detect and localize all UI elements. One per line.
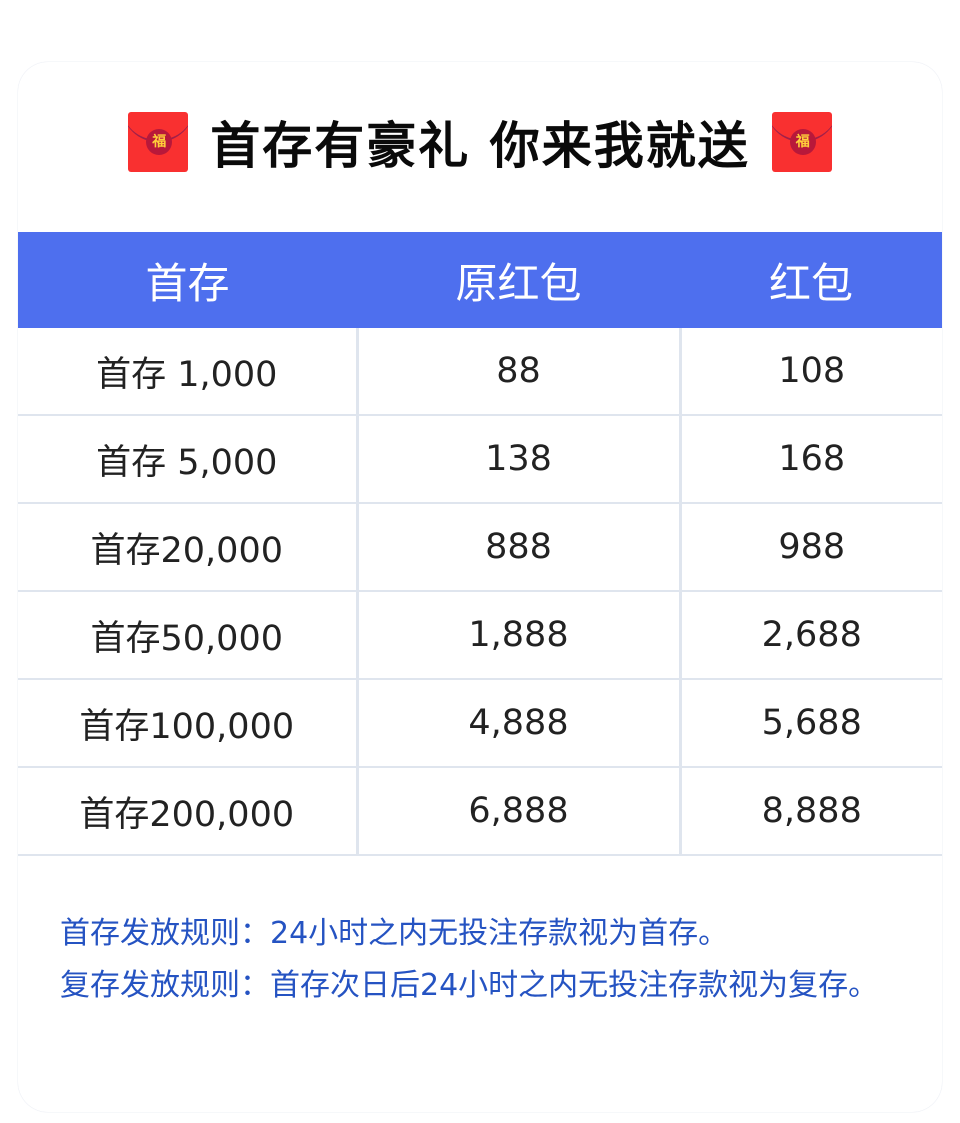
- bonus-cell: 168: [678, 415, 942, 504]
- deposit-cell: 首存 5,000: [18, 415, 357, 504]
- bonus-cell: 5,688: [678, 679, 942, 768]
- table-row: 首存50,000 1,888 2,688: [18, 591, 942, 680]
- bonus-cell: 108: [678, 328, 942, 416]
- bonus-cell: 988: [678, 503, 942, 592]
- table-row: 首存200,000 6,888 8,888: [18, 767, 942, 856]
- header-original-bonus: 原红包: [357, 232, 680, 328]
- table-row: 首存 1,000 88 108: [18, 328, 942, 416]
- original-bonus-cell: 138: [355, 415, 680, 504]
- table-row: 首存100,000 4,888 5,688: [18, 679, 942, 768]
- table-header: 首存 原红包 红包: [18, 232, 942, 328]
- first-deposit-rule: 首存发放规则：24小时之内无投注存款视为首存。: [60, 916, 729, 951]
- header-bonus: 红包: [680, 232, 942, 328]
- rules-section: 首存发放规则：24小时之内无投注存款视为首存。 复存发放规则：首存次日后24小时…: [60, 908, 900, 1012]
- bonus-table: 首存 原红包 红包 首存 1,000 88 108 首存 5,000 138 168 首存2…: [18, 232, 942, 856]
- bonus-cell: 2,688: [678, 591, 942, 680]
- deposit-cell: 首存100,000: [18, 679, 357, 768]
- red-envelope-icon: 福: [128, 112, 189, 172]
- original-bonus-cell: 88: [355, 328, 680, 416]
- table-row: 首存 5,000 138 168: [18, 415, 942, 504]
- deposit-cell: 首存 1,000: [18, 328, 357, 416]
- deposit-cell: 首存20,000: [18, 503, 357, 592]
- table-row: 首存20,000 888 988: [18, 503, 942, 592]
- title-text: 首存有豪礼 你来我就送: [210, 117, 750, 175]
- red-envelope-icon: 福: [771, 112, 832, 172]
- promo-title: 福 首存有豪礼 你来我就送 福: [0, 108, 960, 176]
- original-bonus-cell: 888: [355, 503, 680, 592]
- bonus-cell: 8,888: [678, 767, 942, 856]
- header-deposit: 首存: [18, 232, 357, 328]
- original-bonus-cell: 6,888: [355, 767, 680, 856]
- original-bonus-cell: 1,888: [355, 591, 680, 680]
- repeat-deposit-rule: 复存发放规则：首存次日后24小时之内无投注存款视为复存。: [60, 968, 879, 1003]
- deposit-cell: 首存50,000: [18, 591, 357, 680]
- deposit-cell: 首存200,000: [18, 767, 357, 856]
- original-bonus-cell: 4,888: [355, 679, 680, 768]
